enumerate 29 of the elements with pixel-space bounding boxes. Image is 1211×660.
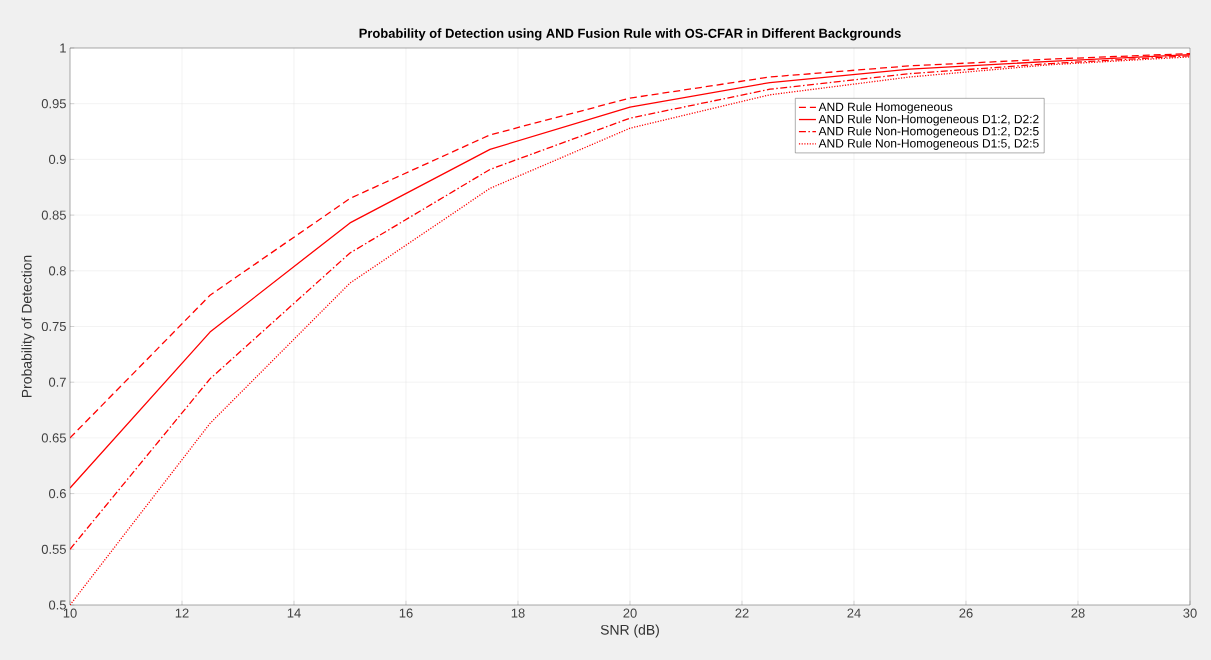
x-tick-label: 28 [1071, 608, 1085, 618]
x-tick-label: 16 [399, 608, 413, 618]
y-tick-label: 0.95 [41, 99, 66, 109]
legend-label: AND Rule Non-Homogeneous D1:2, D2:5 [818, 126, 1039, 138]
x-tick-label: 20 [623, 608, 637, 618]
y-tick-label: 0.75 [41, 321, 66, 332]
x-tick-label: 12 [175, 608, 189, 618]
y-tick-label: 0.5 [48, 600, 66, 610]
legend-label: AND Rule Non-Homogeneous D1:5, D2:5 [818, 138, 1039, 150]
x-tick-label: 14 [287, 608, 301, 618]
x-axis-title: SNR (dB) [600, 624, 659, 638]
y-tick-label: 1 [60, 43, 66, 53]
x-tick-label: 22 [735, 608, 749, 618]
x-tick-label: 18 [511, 608, 525, 618]
x-tick-label: 24 [847, 608, 861, 618]
y-tick-label: 0.9 [48, 154, 66, 164]
x-tick-label: 30 [1183, 608, 1197, 618]
legend-label: AND Rule Non-Homogeneous D1:2, D2:2 [818, 114, 1039, 126]
y-tick-label: 0.85 [41, 210, 66, 220]
x-tick-label: 26 [959, 608, 973, 618]
y-tick-label: 0.65 [41, 433, 66, 443]
y-tick-label: 0.8 [48, 266, 66, 276]
y-tick-label: 0.7 [48, 377, 66, 387]
chart-title: Probability of Detection using AND Fusion Rule with OS-CFAR in Different Backgrounds [359, 28, 901, 41]
legend-label: AND Rule Homogeneous [818, 102, 953, 114]
x-tick-label: 10 [63, 608, 77, 618]
y-tick-label: 0.55 [41, 544, 66, 554]
y-axis-title: Probability of Detection [21, 255, 35, 398]
y-tick-label: 0.6 [48, 489, 66, 499]
